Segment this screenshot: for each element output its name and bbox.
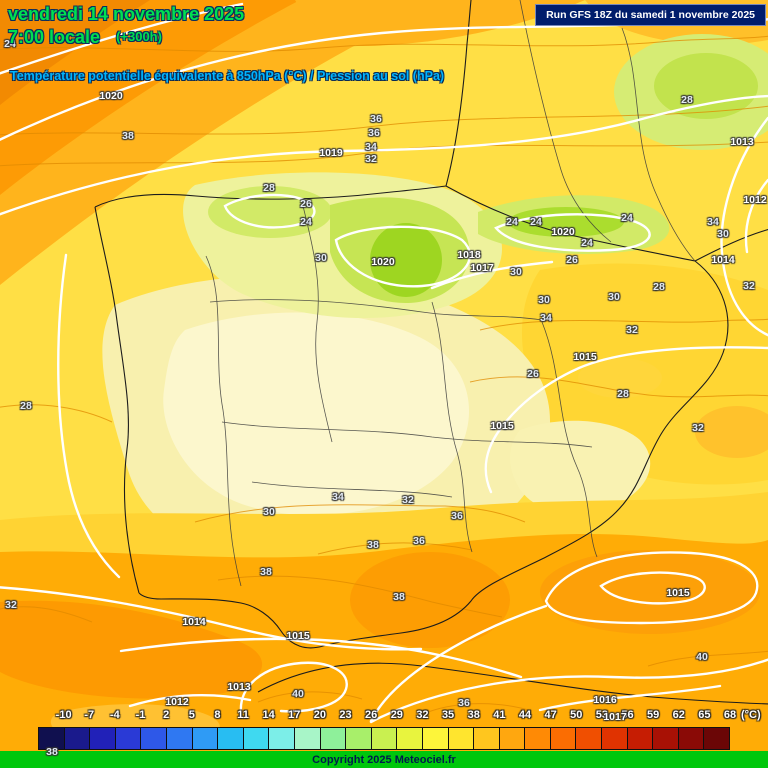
- colorbar-cell: [39, 728, 65, 749]
- colorbar-cell: [448, 728, 475, 749]
- colorbar-cell: [371, 728, 398, 749]
- colorbar-cell: [90, 728, 116, 749]
- forecast-offset: (+300h): [116, 29, 162, 44]
- colorbar-tick: 11: [237, 709, 249, 721]
- colorbar-tick: 62: [672, 709, 685, 721]
- colorbar-tick: 53: [595, 709, 608, 721]
- forecast-time-label: 7:00 locale: [8, 27, 101, 47]
- colorbar-ticks: -10 -7 -4 -1 2 5 8 11 14 17 20 23 26 29 32 35 38 41 44 47 50…: [0, 709, 768, 725]
- colorbar-cell: [627, 728, 654, 749]
- forecast-time: 7:00 locale (+300h): [8, 27, 162, 48]
- colorbar-cell: [550, 728, 577, 749]
- colorbar-cell: [653, 728, 679, 749]
- colorbar-cell: [294, 728, 321, 749]
- map-parameter-title: Température potentielle équivalente à 85…: [10, 69, 445, 83]
- colorbar-tick: -10: [55, 709, 72, 721]
- colorbar-tick: 26: [365, 709, 378, 721]
- colorbar-tick: 50: [570, 709, 583, 721]
- colorbar-cell: [166, 728, 193, 749]
- colorbar-cell: [474, 728, 500, 749]
- colorbar-cell: [525, 728, 551, 749]
- colorbar-cell: [704, 728, 730, 749]
- colorbar-cell: [243, 728, 270, 749]
- colorbar-cell: [499, 728, 526, 749]
- colorbar-tick: -1: [135, 709, 146, 721]
- colorbar-tick: 35: [441, 709, 455, 721]
- colorbar: [38, 727, 730, 750]
- colorbar-cell: [141, 728, 167, 749]
- colorbar-cell: [678, 728, 705, 749]
- colorbar-cell: [602, 728, 628, 749]
- colorbar-tick: 14: [262, 709, 275, 721]
- colorbar-unit: (°C): [741, 709, 761, 721]
- colorbar-cell: [64, 728, 91, 749]
- model-run-info: Run GFS 18Z du samedi 1 novembre 2025: [535, 4, 766, 26]
- colorbar-cell: [218, 728, 244, 749]
- colorbar-tick: 68: [723, 709, 737, 721]
- colorbar-tick: 8: [214, 709, 221, 721]
- colorbar-tick: 65: [698, 709, 711, 721]
- colorbar-tick: 2: [163, 709, 170, 721]
- colorbar-cell: [397, 728, 423, 749]
- colorbar-cell: [320, 728, 347, 749]
- colorbar-tick: 38: [467, 709, 480, 721]
- colorbar-cell: [269, 728, 295, 749]
- colorbar-tick: 5: [188, 709, 195, 721]
- colorbar-tick: 32: [416, 709, 429, 721]
- colorbar-tick: 44: [518, 709, 532, 721]
- colorbar-cell: [576, 728, 603, 749]
- colorbar-tick: 56: [621, 709, 634, 721]
- copyright-text: Copyright 2025 Meteociel.fr: [312, 753, 456, 766]
- colorbar-cell: [346, 728, 372, 749]
- forecast-date: vendredi 14 novembre 2025: [8, 4, 245, 24]
- colorbar-tick: 23: [339, 709, 352, 721]
- colorbar-cell: [192, 728, 219, 749]
- colorbar-tick: 41: [493, 709, 506, 721]
- colorbar-tick: 59: [646, 709, 660, 721]
- colorbar-cell: [422, 728, 449, 749]
- colorbar-tick: -7: [84, 709, 95, 721]
- copyright-bar: Copyright 2025 Meteociel.fr: [0, 751, 768, 768]
- colorbar-tick: 17: [288, 709, 301, 721]
- colorbar-tick: -4: [109, 709, 120, 721]
- colorbar-tick: 47: [544, 709, 557, 721]
- colorbar-tick: 20: [313, 709, 327, 721]
- colorbar-tick: 29: [390, 709, 403, 721]
- internal-borders: [205, 0, 696, 587]
- colorbar-cell: [115, 728, 142, 749]
